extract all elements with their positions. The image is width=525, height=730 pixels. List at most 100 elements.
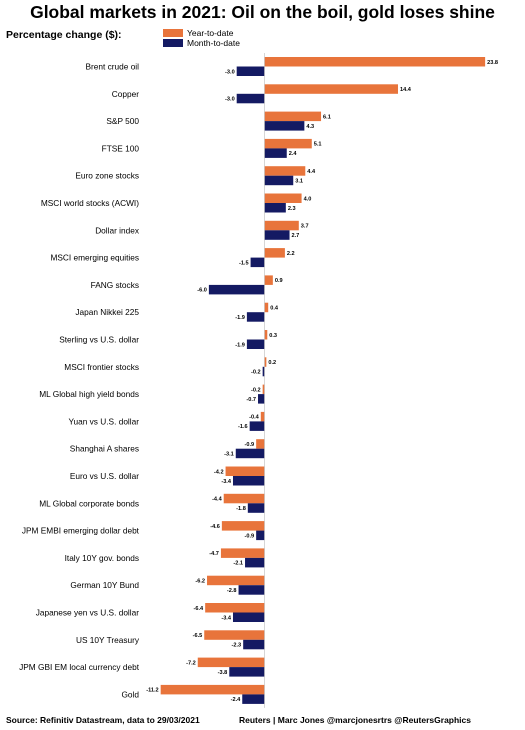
bar-year-to-date <box>223 493 265 504</box>
category-label: Italy 10Y gov. bonds <box>65 553 139 563</box>
bar-month-to-date <box>232 476 265 486</box>
category-label: Yuan vs U.S. dollar <box>68 416 139 426</box>
data-label: -6.2 <box>195 578 205 584</box>
data-label: 0.9 <box>275 278 283 284</box>
bar-month-to-date <box>236 93 265 104</box>
category-label: Japan Nikkei 225 <box>75 307 139 317</box>
bar-month-to-date <box>242 694 265 704</box>
bar-month-to-date <box>245 557 265 568</box>
data-label: 2.7 <box>292 233 300 239</box>
data-label: 2.3 <box>288 206 296 212</box>
bar-year-to-date <box>225 466 265 476</box>
bar-month-to-date <box>264 230 290 240</box>
bar-year-to-date <box>264 193 302 203</box>
bar-year-to-date <box>264 302 269 313</box>
data-label: -3.8 <box>218 670 228 676</box>
data-label: -2.8 <box>227 588 237 594</box>
bar-month-to-date <box>247 503 265 513</box>
chart-title: Global markets in 2021: Oil on the boil,… <box>30 2 495 22</box>
data-label: -4.4 <box>212 497 223 503</box>
data-label: -6.4 <box>194 606 205 612</box>
data-label: 14.4 <box>400 87 412 93</box>
legend-swatch-mtd <box>163 39 183 47</box>
data-label: -1.9 <box>235 342 245 348</box>
bar-month-to-date <box>246 312 265 322</box>
legend-item-mtd: Month-to-date <box>163 38 240 48</box>
bar-month-to-date <box>232 612 265 622</box>
data-label: -0.4 <box>249 415 260 421</box>
data-label: 2.4 <box>289 151 298 157</box>
data-label: -7.2 <box>186 660 196 666</box>
credit-note: Reuters | Marc Jones @marcjonesrtrs @Reu… <box>238 715 471 725</box>
bar-month-to-date <box>249 421 265 431</box>
category-label: Sterling vs U.S. dollar <box>59 335 139 345</box>
bar-month-to-date <box>258 394 265 404</box>
data-label: 6.1 <box>323 114 331 120</box>
category-label: ML Global corporate bonds <box>39 498 139 508</box>
data-label: -3.0 <box>225 69 235 75</box>
category-label: MSCI frontier stocks <box>64 362 139 372</box>
data-label: -6.0 <box>197 288 207 294</box>
source-note: Source: Refinitiv Datastream, data to 29… <box>6 715 200 725</box>
bar-month-to-date <box>243 639 265 650</box>
data-label: -6.5 <box>193 633 203 639</box>
data-label: -4.2 <box>214 469 224 475</box>
data-label: -2.4 <box>231 697 242 703</box>
bar-year-to-date <box>264 275 273 285</box>
category-label: MSCI emerging equities <box>50 253 139 263</box>
category-label: Dollar index <box>95 225 140 235</box>
data-label: -3.4 <box>221 615 232 621</box>
category-label: FANG stocks <box>91 280 139 290</box>
data-label: -3.4 <box>221 479 232 485</box>
bar-month-to-date <box>250 257 265 268</box>
data-label: -0.9 <box>245 533 255 539</box>
bar-month-to-date <box>229 667 265 677</box>
data-label: -1.8 <box>236 506 246 512</box>
bar-year-to-date <box>160 684 265 695</box>
category-label: Japanese yen vs U.S. dollar <box>36 608 140 618</box>
bar-year-to-date <box>260 411 265 422</box>
category-label: Brent crude oil <box>86 62 140 72</box>
bar-year-to-date <box>204 630 265 640</box>
data-label: 4.3 <box>306 124 314 130</box>
bar-year-to-date <box>264 111 322 122</box>
data-label: -3.0 <box>225 97 235 103</box>
bar-month-to-date <box>264 121 305 131</box>
data-label: 4.0 <box>304 196 312 202</box>
data-label: -2.1 <box>233 561 243 567</box>
data-label: 5.1 <box>314 142 322 148</box>
bar-year-to-date <box>221 521 265 531</box>
data-label: 2.2 <box>287 251 295 257</box>
bar-month-to-date <box>246 339 265 349</box>
data-label: -1.9 <box>235 315 245 321</box>
bar-year-to-date <box>264 330 268 340</box>
data-label: 0.4 <box>270 305 279 311</box>
bar-year-to-date <box>264 248 285 258</box>
bar-month-to-date <box>238 585 265 595</box>
bar-month-to-date <box>262 366 265 377</box>
category-label: JPM GBI EM local currency debt <box>19 662 140 672</box>
bar-month-to-date <box>208 284 265 295</box>
bar-year-to-date <box>264 357 267 367</box>
data-label: -4.7 <box>209 551 219 557</box>
category-label: JPM EMBI emerging dollar debt <box>22 526 140 536</box>
bar-chart: Brent crude oil 23.8 -3.0 Copper 14.4 -3.0 S&P… <box>19 53 498 708</box>
bar-year-to-date <box>220 548 265 558</box>
bar-month-to-date <box>235 448 265 459</box>
legend-label-ytd: Year-to-date <box>187 28 234 38</box>
legend-swatch-ytd <box>163 29 183 37</box>
legend: Year-to-date Month-to-date <box>163 28 240 48</box>
category-label: Euro vs U.S. dollar <box>70 471 139 481</box>
bar-month-to-date <box>264 148 287 158</box>
data-label: -4.6 <box>210 524 220 530</box>
category-label: ML Global high yield bonds <box>39 389 139 399</box>
bar-year-to-date <box>205 603 265 613</box>
category-label: Shanghai A shares <box>70 444 139 454</box>
category-label: Gold <box>121 689 139 699</box>
bar-year-to-date <box>264 84 398 94</box>
legend-item-ytd: Year-to-date <box>163 28 240 38</box>
data-label: 3.1 <box>295 178 303 184</box>
category-label: Euro zone stocks <box>75 171 139 181</box>
bar-month-to-date <box>264 175 294 186</box>
data-label: -0.7 <box>246 397 256 403</box>
